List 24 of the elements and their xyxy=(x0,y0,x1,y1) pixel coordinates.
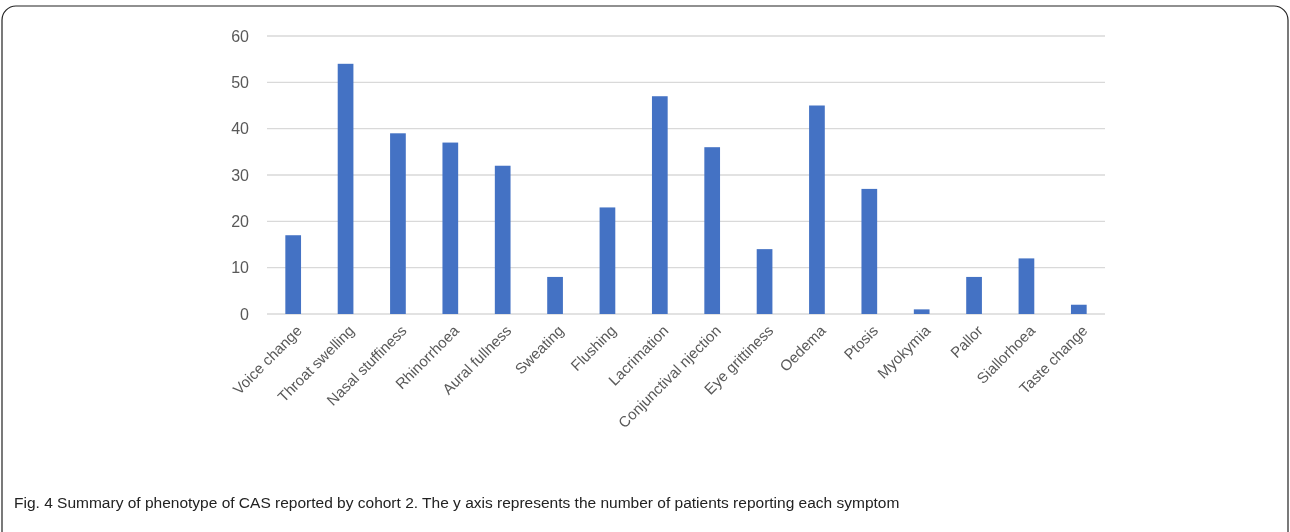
bar xyxy=(1070,304,1087,314)
bar xyxy=(494,165,511,314)
bar xyxy=(966,276,982,314)
caption: Fig. 4 Summary of phenotype of CAS reported by cohort 2. The y axis represents the number of patients reporting each symptom xyxy=(14,494,900,511)
bar xyxy=(704,147,721,314)
bar xyxy=(599,207,616,314)
y-tick-label: 50 xyxy=(231,73,250,91)
bar xyxy=(390,133,406,314)
bar xyxy=(442,142,459,314)
bar xyxy=(809,105,825,314)
y-tick-label: 40 xyxy=(231,120,250,138)
bar xyxy=(337,63,354,314)
bar xyxy=(913,309,930,314)
bar xyxy=(547,276,563,314)
bar xyxy=(1018,258,1035,314)
y-tick-label: 60 xyxy=(231,27,250,45)
bar xyxy=(285,235,302,314)
y-tick-label: 0 xyxy=(240,305,250,323)
bar xyxy=(756,249,773,314)
y-tick-label: 20 xyxy=(231,212,250,230)
y-tick-label: 30 xyxy=(231,166,250,184)
bar xyxy=(861,188,878,314)
bar xyxy=(651,96,668,314)
y-tick-label: 10 xyxy=(231,259,250,277)
